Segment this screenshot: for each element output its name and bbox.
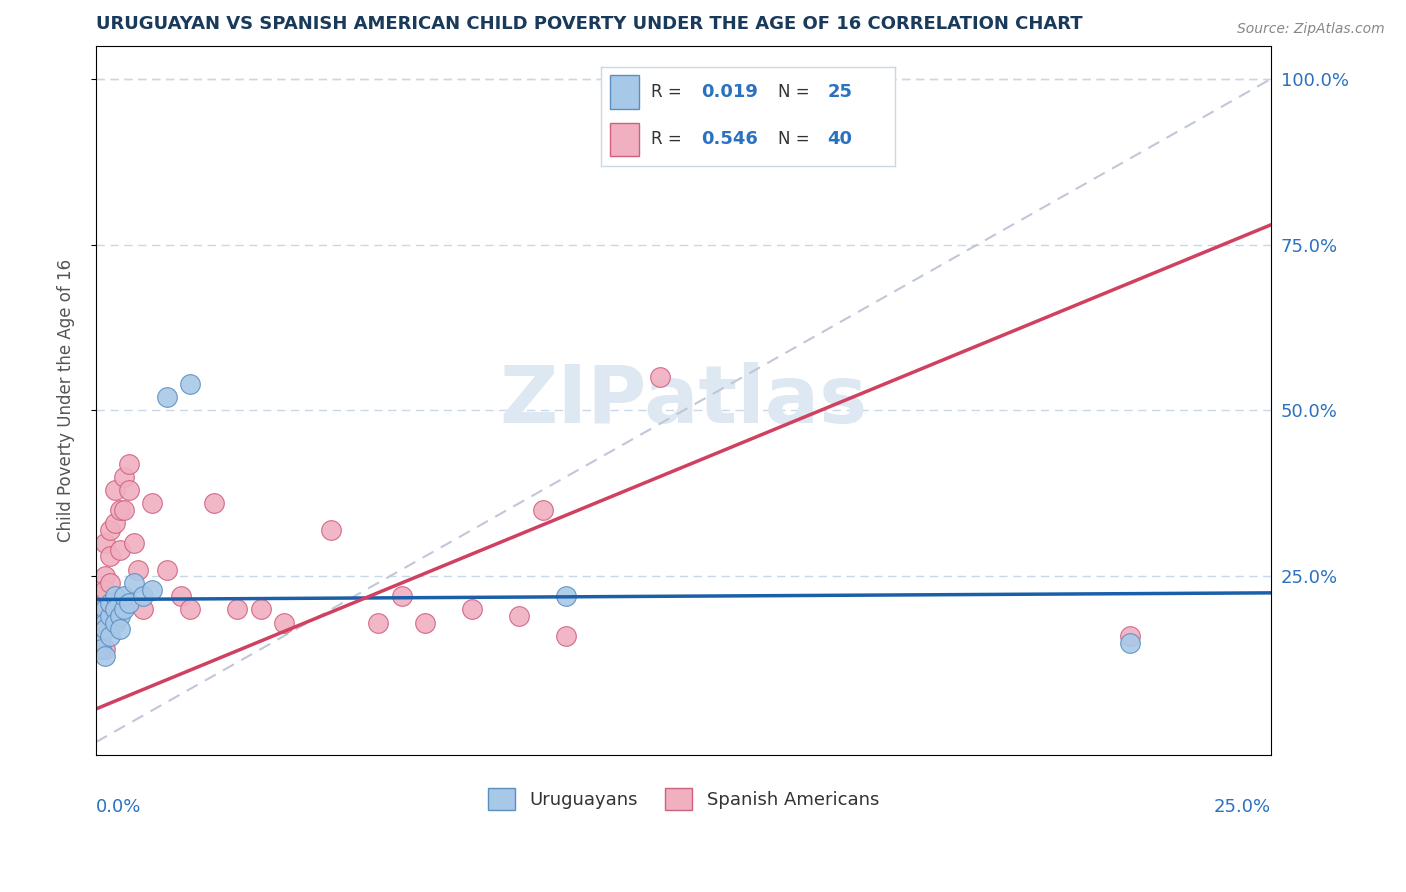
- Point: [555, 589, 578, 603]
- Point: [413, 615, 436, 630]
- Point: [179, 602, 201, 616]
- Text: ZIPatlas: ZIPatlas: [499, 361, 868, 440]
- Point: [555, 629, 578, 643]
- Point: [127, 563, 149, 577]
- Point: [118, 483, 141, 497]
- Point: [169, 589, 191, 603]
- Point: [104, 483, 127, 497]
- Point: [508, 609, 530, 624]
- Text: Source: ZipAtlas.com: Source: ZipAtlas.com: [1237, 22, 1385, 37]
- Point: [226, 602, 249, 616]
- Point: [94, 648, 117, 663]
- Point: [98, 549, 121, 564]
- Point: [112, 589, 135, 603]
- Point: [104, 516, 127, 531]
- Point: [104, 615, 127, 630]
- Point: [155, 390, 177, 404]
- Y-axis label: Child Poverty Under the Age of 16: Child Poverty Under the Age of 16: [58, 259, 75, 542]
- Point: [367, 615, 389, 630]
- Text: 0.0%: 0.0%: [96, 798, 142, 816]
- Point: [141, 496, 163, 510]
- Point: [273, 615, 295, 630]
- Point: [108, 623, 131, 637]
- Point: [108, 503, 131, 517]
- Point: [648, 370, 671, 384]
- Point: [319, 523, 342, 537]
- Point: [249, 602, 271, 616]
- Point: [94, 602, 117, 616]
- Point: [90, 642, 112, 657]
- Point: [94, 642, 117, 657]
- Point: [98, 629, 121, 643]
- Point: [112, 470, 135, 484]
- Point: [391, 589, 413, 603]
- Point: [155, 563, 177, 577]
- Point: [98, 596, 121, 610]
- Point: [94, 536, 117, 550]
- Point: [531, 503, 554, 517]
- Point: [90, 615, 112, 630]
- Point: [98, 575, 121, 590]
- Point: [202, 496, 225, 510]
- Point: [94, 582, 117, 597]
- Point: [104, 589, 127, 603]
- Point: [98, 523, 121, 537]
- Point: [118, 596, 141, 610]
- Legend: Uruguayans, Spanish Americans: Uruguayans, Spanish Americans: [488, 789, 879, 810]
- Text: 25.0%: 25.0%: [1213, 798, 1271, 816]
- Point: [112, 503, 135, 517]
- Point: [132, 589, 155, 603]
- Point: [98, 609, 121, 624]
- Point: [112, 602, 135, 616]
- Point: [90, 615, 112, 630]
- Point: [94, 615, 117, 630]
- Point: [94, 623, 117, 637]
- Point: [118, 457, 141, 471]
- Point: [179, 376, 201, 391]
- Point: [104, 602, 127, 616]
- Text: URUGUAYAN VS SPANISH AMERICAN CHILD POVERTY UNDER THE AGE OF 16 CORRELATION CHAR: URUGUAYAN VS SPANISH AMERICAN CHILD POVE…: [96, 15, 1083, 33]
- Point: [1119, 629, 1142, 643]
- Point: [1119, 635, 1142, 649]
- Point: [94, 569, 117, 583]
- Point: [602, 105, 624, 120]
- Point: [90, 602, 112, 616]
- Point: [108, 542, 131, 557]
- Point: [461, 602, 484, 616]
- Point: [90, 589, 112, 603]
- Point: [132, 602, 155, 616]
- Point: [122, 536, 145, 550]
- Point: [141, 582, 163, 597]
- Point: [122, 575, 145, 590]
- Point: [90, 629, 112, 643]
- Point: [108, 609, 131, 624]
